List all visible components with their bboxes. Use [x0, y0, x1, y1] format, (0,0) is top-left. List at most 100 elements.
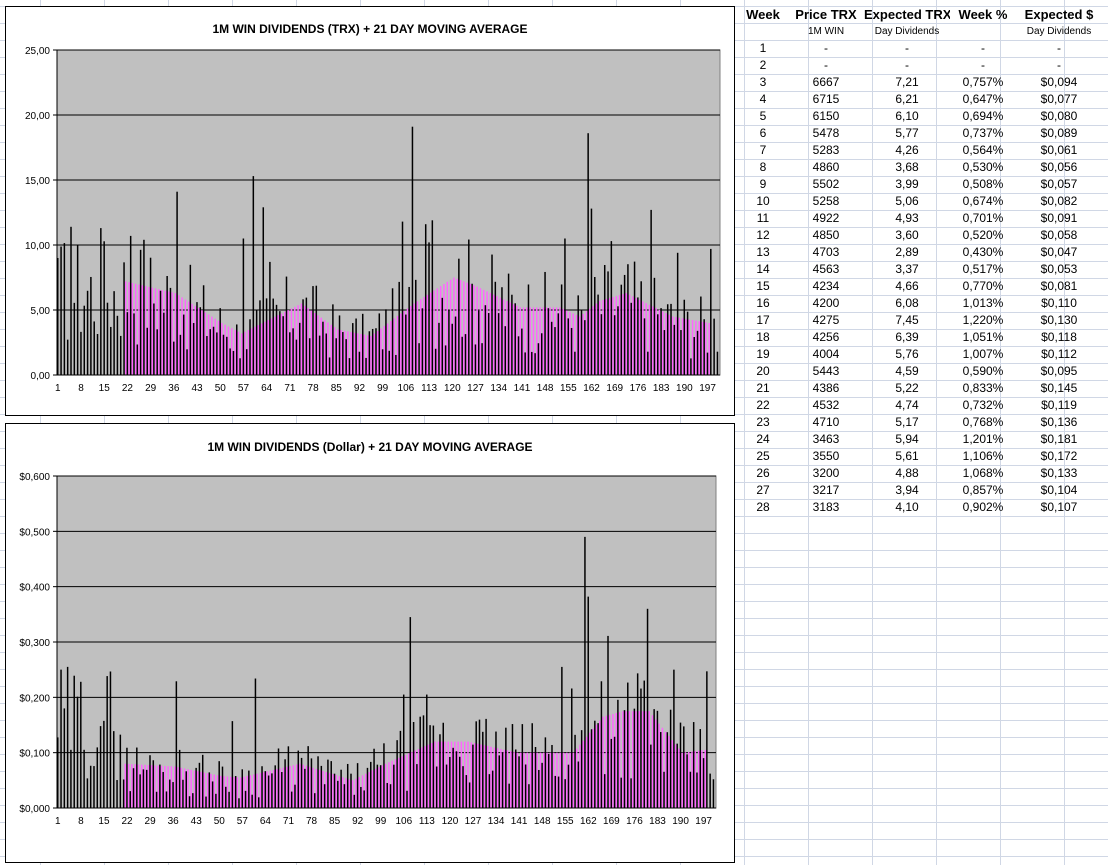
cell-week-percent[interactable]: 1,051% — [962, 330, 1004, 344]
cell-week[interactable]: 24 — [756, 432, 770, 446]
cell-expected-dollar[interactable]: - — [1057, 58, 1061, 72]
cell-week-percent[interactable]: 1,220% — [962, 313, 1004, 327]
dollar-dividends-chart[interactable]: 1M WIN DIVIDENDS (Dollar) + 21 DAY MOVIN… — [5, 423, 735, 863]
cell-price-trx[interactable]: 4256 — [812, 330, 840, 344]
cell-expected-dollar[interactable]: $0,077 — [1040, 92, 1078, 106]
cell-week-percent[interactable]: 0,768% — [962, 415, 1004, 429]
cell-price-trx[interactable]: 3463 — [812, 432, 840, 446]
cell-price-trx[interactable]: 6715 — [812, 92, 840, 106]
cell-week[interactable]: 26 — [756, 466, 770, 480]
cell-week[interactable]: 2 — [759, 58, 767, 72]
cell-expected-trx[interactable]: 3,60 — [895, 228, 919, 242]
cell-week-percent[interactable]: 0,694% — [962, 109, 1004, 123]
cell-expected-trx[interactable]: 4,93 — [895, 211, 919, 225]
cell-week[interactable]: 16 — [756, 296, 770, 310]
cell-price-trx[interactable]: 3200 — [812, 466, 840, 480]
cell-week[interactable]: 22 — [756, 398, 770, 412]
cell-price-trx[interactable]: 4234 — [812, 279, 840, 293]
cell-price-trx[interactable]: 4922 — [812, 211, 840, 225]
cell-price-trx[interactable]: 4710 — [812, 415, 840, 429]
cell-week-percent[interactable]: 0,590% — [962, 364, 1004, 378]
subheader-week[interactable] — [738, 23, 788, 40]
cell-expected-dollar[interactable]: $0,133 — [1040, 466, 1078, 480]
cell-week-percent[interactable]: 1,013% — [962, 296, 1004, 310]
subheader-price-trx[interactable]: 1M WIN — [807, 26, 845, 37]
cell-expected-dollar[interactable]: - — [1057, 41, 1061, 55]
cell-week[interactable]: 23 — [756, 415, 770, 429]
cell-expected-trx[interactable]: 5,61 — [895, 449, 919, 463]
cell-week-percent[interactable]: 0,737% — [962, 126, 1004, 140]
cell-expected-trx[interactable]: 5,06 — [895, 194, 919, 208]
header-week[interactable]: Week — [746, 7, 780, 22]
cell-expected-trx[interactable]: 4,26 — [895, 143, 919, 157]
cell-week[interactable]: 19 — [756, 347, 770, 361]
cell-expected-trx[interactable]: 5,94 — [895, 432, 919, 446]
cell-price-trx[interactable]: 4850 — [812, 228, 840, 242]
cell-expected-trx[interactable]: 4,59 — [895, 364, 919, 378]
cell-expected-dollar[interactable]: $0,119 — [1041, 398, 1077, 412]
cell-expected-dollar[interactable]: $0,053 — [1040, 262, 1078, 276]
cell-expected-dollar[interactable]: $0,058 — [1040, 228, 1078, 242]
cell-price-trx[interactable]: - — [824, 58, 828, 72]
cell-expected-dollar[interactable]: $0,057 — [1040, 177, 1078, 191]
cell-price-trx[interactable]: 4703 — [812, 245, 840, 259]
cell-expected-dollar[interactable]: $0,118 — [1041, 330, 1077, 344]
cell-expected-dollar[interactable]: $0,081 — [1040, 279, 1078, 293]
subheader-expected-dollar[interactable]: Day Dividends — [1026, 26, 1092, 37]
cell-week-percent[interactable]: 0,647% — [962, 92, 1004, 106]
cell-week[interactable]: 27 — [756, 483, 770, 497]
cell-expected-dollar[interactable]: $0,104 — [1040, 483, 1078, 497]
cell-week[interactable]: 20 — [756, 364, 770, 378]
subheader-expected-trx[interactable]: Day Dividends — [874, 26, 940, 37]
cell-week-percent[interactable]: 0,674% — [962, 194, 1004, 208]
cell-expected-dollar[interactable]: $0,112 — [1041, 347, 1077, 361]
cell-week[interactable]: 28 — [756, 500, 770, 514]
cell-expected-dollar[interactable]: $0,094 — [1040, 75, 1078, 89]
cell-expected-dollar[interactable]: $0,110 — [1041, 296, 1077, 310]
cell-expected-dollar[interactable]: $0,145 — [1040, 381, 1078, 395]
cell-expected-trx[interactable]: - — [905, 41, 909, 55]
cell-week-percent[interactable]: 0,902% — [962, 500, 1004, 514]
cell-expected-dollar[interactable]: $0,130 — [1040, 313, 1078, 327]
cell-week[interactable]: 17 — [756, 313, 770, 327]
cell-week[interactable]: 9 — [759, 177, 767, 191]
cell-week[interactable]: 18 — [756, 330, 770, 344]
cell-week-percent[interactable]: 0,430% — [962, 245, 1004, 259]
cell-expected-trx[interactable]: 5,77 — [895, 126, 919, 140]
header-week-percent[interactable]: Week % — [958, 7, 1008, 22]
cell-week[interactable]: 7 — [759, 143, 767, 157]
cell-price-trx[interactable]: 4386 — [812, 381, 840, 395]
cell-price-trx[interactable]: 4275 — [812, 313, 840, 327]
cell-expected-trx[interactable]: 3,68 — [895, 160, 919, 174]
cell-week[interactable]: 13 — [756, 245, 770, 259]
cell-expected-trx[interactable]: 7,21 — [895, 75, 919, 89]
cell-week-percent[interactable]: 0,517% — [962, 262, 1004, 276]
cell-price-trx[interactable]: 5502 — [812, 177, 840, 191]
cell-week-percent[interactable]: 0,770% — [962, 279, 1004, 293]
cell-week-percent[interactable]: - — [981, 58, 985, 72]
cell-expected-trx[interactable]: 5,76 — [895, 347, 919, 361]
cell-week-percent[interactable]: 0,701% — [962, 211, 1004, 225]
cell-price-trx[interactable]: 5283 — [812, 143, 840, 157]
cell-expected-dollar[interactable]: $0,082 — [1040, 194, 1078, 208]
cell-expected-trx[interactable]: 3,99 — [895, 177, 919, 191]
cell-expected-trx[interactable]: 7,45 — [895, 313, 919, 327]
cell-expected-trx[interactable]: 6,21 — [895, 92, 919, 106]
cell-expected-dollar[interactable]: $0,089 — [1040, 126, 1078, 140]
cell-week[interactable]: 15 — [756, 279, 770, 293]
cell-week-percent[interactable]: 0,833% — [962, 381, 1004, 395]
cell-expected-dollar[interactable]: $0,080 — [1040, 109, 1078, 123]
cell-week-percent[interactable]: 1,007% — [962, 347, 1004, 361]
trx-dividends-chart[interactable]: 1M WIN DIVIDENDS (TRX) + 21 DAY MOVING A… — [5, 6, 735, 416]
cell-expected-trx[interactable]: - — [905, 58, 909, 72]
cell-week-percent[interactable]: 0,530% — [962, 160, 1004, 174]
cell-week[interactable]: 12 — [756, 228, 770, 242]
cell-price-trx[interactable]: 3550 — [812, 449, 840, 463]
cell-week-percent[interactable]: 1,068% — [962, 466, 1004, 480]
cell-week-percent[interactable]: 1,201% — [962, 432, 1004, 446]
cell-week-percent[interactable]: - — [981, 41, 985, 55]
cell-week[interactable]: 25 — [756, 449, 770, 463]
cell-expected-trx[interactable]: 6,10 — [895, 109, 919, 123]
cell-week[interactable]: 3 — [759, 75, 767, 89]
cell-week[interactable]: 21 — [756, 381, 770, 395]
